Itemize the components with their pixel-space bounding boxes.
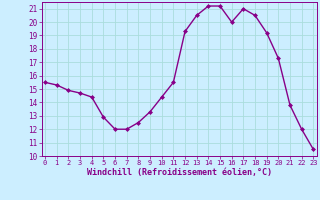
X-axis label: Windchill (Refroidissement éolien,°C): Windchill (Refroidissement éolien,°C) <box>87 168 272 177</box>
